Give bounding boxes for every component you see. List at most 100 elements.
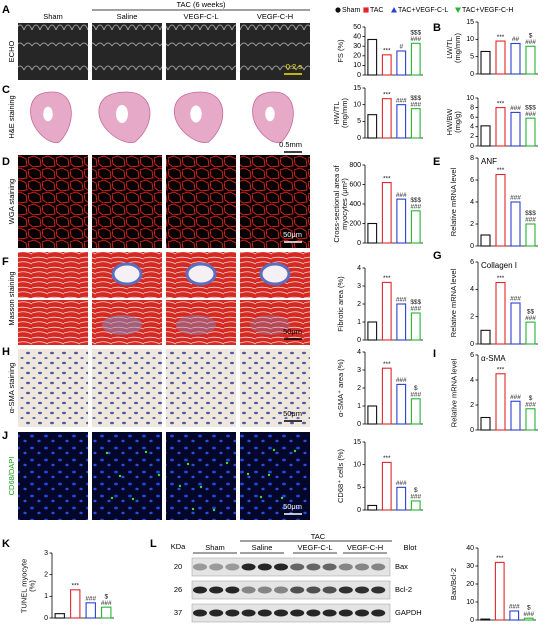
bar	[381, 98, 392, 139]
blot-band	[274, 609, 288, 617]
blot-band	[257, 563, 272, 571]
y-tick-label: 0	[357, 421, 361, 428]
significance-label: ###	[510, 195, 521, 202]
bar	[510, 400, 521, 431]
bar	[410, 108, 421, 139]
bar	[381, 54, 392, 76]
bar	[396, 303, 407, 341]
y-axis-title: Bax/Bcl-2	[449, 567, 458, 601]
panel-label: A	[2, 4, 10, 16]
blot-band	[209, 586, 224, 594]
significance-label: ###	[396, 377, 407, 384]
significance-label: ###	[396, 480, 407, 487]
bar	[396, 383, 407, 425]
panel-label: C	[2, 84, 10, 96]
fibrosis	[176, 315, 216, 335]
row-label: CD68/DAPI	[7, 457, 16, 496]
significance-label: ###	[523, 611, 534, 618]
legend-label: TAC	[370, 7, 383, 14]
y-tick-label: 5	[470, 54, 474, 61]
blot-band	[257, 609, 272, 617]
significance-label: ###	[410, 36, 421, 43]
micrograph	[92, 432, 162, 520]
blot-band	[274, 563, 288, 571]
blot-band	[225, 563, 240, 571]
significance-label: ###	[410, 392, 421, 399]
blot-band	[322, 563, 337, 571]
vessel	[111, 262, 143, 286]
blot-band	[193, 563, 207, 571]
bar	[525, 408, 536, 431]
y-tick-label: 2	[470, 133, 474, 140]
bar	[510, 111, 521, 147]
significance-label: ###	[510, 394, 521, 401]
micrograph	[18, 252, 88, 298]
significance-label: $$$	[525, 104, 536, 111]
cd68-cell	[225, 461, 229, 465]
panel-label: E	[433, 156, 440, 168]
blot-protein: GAPDH	[395, 608, 422, 617]
blot-band	[209, 563, 224, 571]
significance-label: ###	[410, 306, 421, 313]
micrograph	[166, 23, 236, 80]
significance-label: $$$	[410, 299, 421, 306]
bar	[381, 367, 392, 425]
y-tick-label: 3	[44, 550, 48, 557]
blot-band	[322, 586, 337, 594]
bar	[396, 198, 407, 244]
blot-band	[290, 563, 305, 571]
panel-label: J	[2, 430, 8, 442]
y-tick-label: 4	[470, 286, 474, 293]
blot-band	[355, 563, 369, 571]
bar	[495, 173, 506, 247]
y-tick-label: 40	[353, 33, 361, 40]
scale-bar-label: 0.5mm	[279, 140, 302, 149]
legend-marker	[391, 7, 397, 13]
column-header: VEGF-C-H	[257, 12, 293, 21]
bar	[523, 617, 534, 621]
y-tick-label: 2	[357, 385, 361, 392]
significance-label: ###	[509, 604, 520, 611]
chart-title: Collagen I	[481, 261, 517, 270]
significance-label: ###	[101, 600, 112, 607]
significance-label: $	[529, 32, 533, 39]
y-tick-label: 0	[357, 240, 361, 247]
blot-band	[209, 609, 224, 617]
y-tick-label: 0	[470, 143, 474, 150]
bar	[494, 561, 505, 621]
y-tick-label: 3	[357, 283, 361, 290]
blot-band	[225, 586, 240, 594]
bar	[480, 416, 491, 431]
y-tick-label: 2	[470, 221, 474, 228]
blot-band	[355, 586, 369, 594]
significance-label: ###	[396, 192, 407, 199]
bar	[367, 405, 378, 425]
legend-marker	[363, 7, 369, 13]
bar	[525, 117, 536, 147]
significance-label: ***	[496, 555, 504, 562]
chart-title: ANF	[481, 157, 497, 166]
cd68-cell	[259, 495, 263, 499]
column-header: VEGF-C-L	[183, 12, 218, 21]
y-tick-label: 1	[357, 403, 361, 410]
bar	[495, 107, 506, 147]
micrograph	[18, 349, 88, 427]
bar	[495, 40, 506, 75]
bar	[495, 281, 506, 345]
y-tick-label: 6	[470, 177, 474, 184]
blot-column-label: Blot	[404, 543, 418, 552]
blot-band	[371, 586, 386, 594]
bar	[480, 125, 491, 147]
significance-label: #	[399, 44, 403, 51]
y-tick-label: 2	[357, 301, 361, 308]
ventricle	[116, 105, 128, 123]
blot-band	[338, 563, 353, 571]
cd68-cell	[272, 448, 276, 452]
cd68-cell	[293, 449, 297, 453]
blot-band	[306, 586, 321, 594]
significance-label: ***	[497, 100, 505, 107]
y-tick-label: 0	[357, 337, 361, 344]
row-label: H&E staining	[7, 95, 16, 138]
y-tick-label: 4	[357, 265, 361, 272]
bar	[367, 504, 378, 511]
